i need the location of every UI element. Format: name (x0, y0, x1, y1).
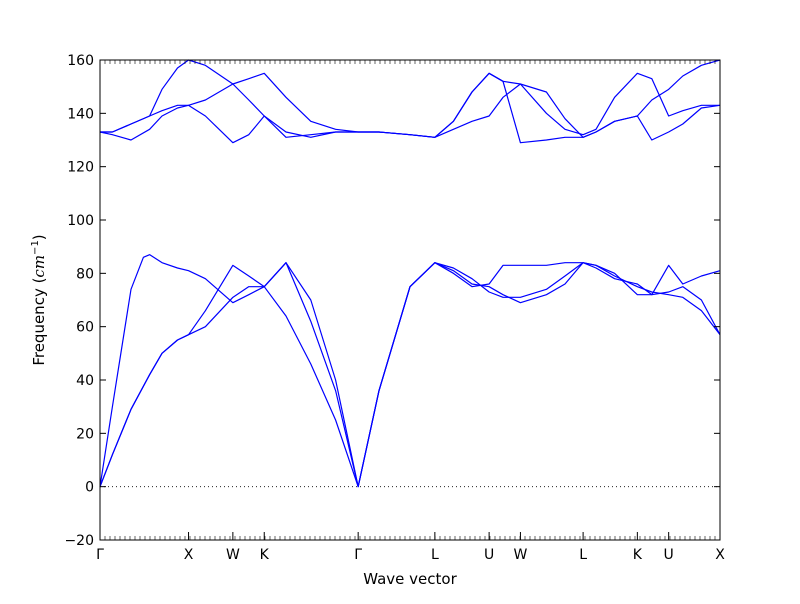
x-tick-label: U (484, 547, 494, 563)
series-line-3 (99, 254, 721, 488)
y-tick-label: 160 (67, 53, 94, 69)
y-axis-title: Frequency (cm−1) (30, 234, 48, 365)
plot-frame (99, 59, 721, 541)
x-tick-label: X (715, 547, 725, 563)
x-tick-label: U (664, 547, 674, 563)
x-tick-label: W (514, 547, 528, 563)
x-tick-label: K (260, 547, 270, 563)
series-line-1 (99, 262, 721, 488)
y-tick-label: 120 (67, 160, 94, 176)
series-line-4 (99, 72, 720, 144)
x-tick-label: Γ (354, 547, 362, 563)
y-tick-label: 0 (85, 480, 94, 496)
x-tick-label: Γ (96, 547, 104, 563)
x-axis-title: Wave vector (363, 570, 457, 588)
x-tick-label: K (633, 547, 643, 563)
y-tick-label: 20 (76, 426, 94, 442)
series-line-6 (100, 59, 721, 144)
series-line-5 (100, 72, 721, 141)
x-tick-label: W (226, 547, 240, 563)
y-axis-title-close: ) (30, 234, 48, 240)
x-tick-label: L (579, 547, 587, 563)
y-tick-label: 60 (76, 320, 94, 336)
y-axis-title-text: Frequency ( (30, 278, 48, 366)
y-tick-label: 40 (76, 373, 94, 389)
tick-group (99, 59, 721, 541)
y-tick-label: 140 (67, 106, 94, 122)
y-tick-label: 80 (76, 266, 94, 282)
y-tick-labels: −20 0 20 40 60 80 100 120 140 160 (64, 53, 94, 549)
y-axis-title-unit-exponent: −1 (30, 240, 41, 255)
y-axis-title-unit: cm (30, 255, 48, 278)
y-tick-label: 100 (67, 213, 94, 229)
x-tick-label: X (184, 547, 194, 563)
series-line-2 (99, 262, 721, 488)
y-tick-label: −20 (64, 533, 94, 549)
series-group (99, 59, 721, 488)
x-tick-label: L (431, 547, 439, 563)
